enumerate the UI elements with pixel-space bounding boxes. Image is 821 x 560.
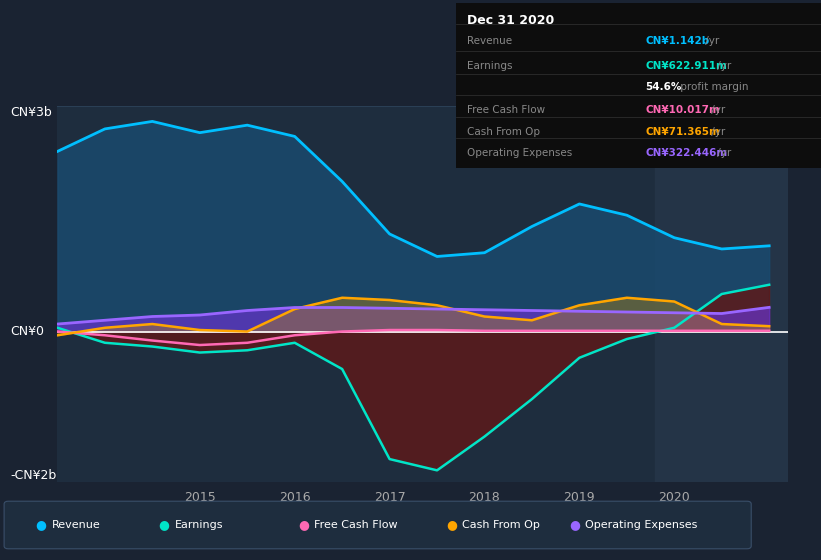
Text: CN¥622.911m: CN¥622.911m [645,60,727,71]
Text: Revenue: Revenue [466,36,511,46]
Text: Revenue: Revenue [52,520,100,530]
Text: /yr: /yr [714,60,732,71]
Text: ●: ● [298,518,310,531]
Text: CN¥322.446m: CN¥322.446m [645,148,728,158]
Text: 54.6%: 54.6% [645,82,682,92]
Text: CN¥10.017m: CN¥10.017m [645,105,721,115]
Text: ●: ● [569,518,580,531]
Text: /yr: /yr [714,148,732,158]
Text: Free Cash Flow: Free Cash Flow [314,520,398,530]
Bar [655,106,821,482]
Text: ●: ● [35,518,47,531]
Text: -CN¥2b: -CN¥2b [10,469,56,482]
Text: Dec 31 2020: Dec 31 2020 [466,15,554,27]
Text: Free Cash Flow: Free Cash Flow [466,105,545,115]
Text: CN¥1.142b: CN¥1.142b [645,36,710,46]
Text: Earnings: Earnings [466,60,512,71]
Text: Earnings: Earnings [175,520,223,530]
Text: Operating Expenses: Operating Expenses [585,520,698,530]
Text: Operating Expenses: Operating Expenses [466,148,572,158]
Text: ●: ● [158,518,170,531]
Text: Cash From Op: Cash From Op [462,520,540,530]
Text: CN¥71.365m: CN¥71.365m [645,127,721,137]
Text: CN¥0: CN¥0 [10,325,44,338]
Text: /yr: /yr [701,36,718,46]
Text: /yr: /yr [708,127,725,137]
Text: CN¥3b: CN¥3b [10,106,52,119]
Text: ●: ● [446,518,457,531]
Text: Cash From Op: Cash From Op [466,127,539,137]
Text: /yr: /yr [708,105,725,115]
Text: profit margin: profit margin [677,82,748,92]
